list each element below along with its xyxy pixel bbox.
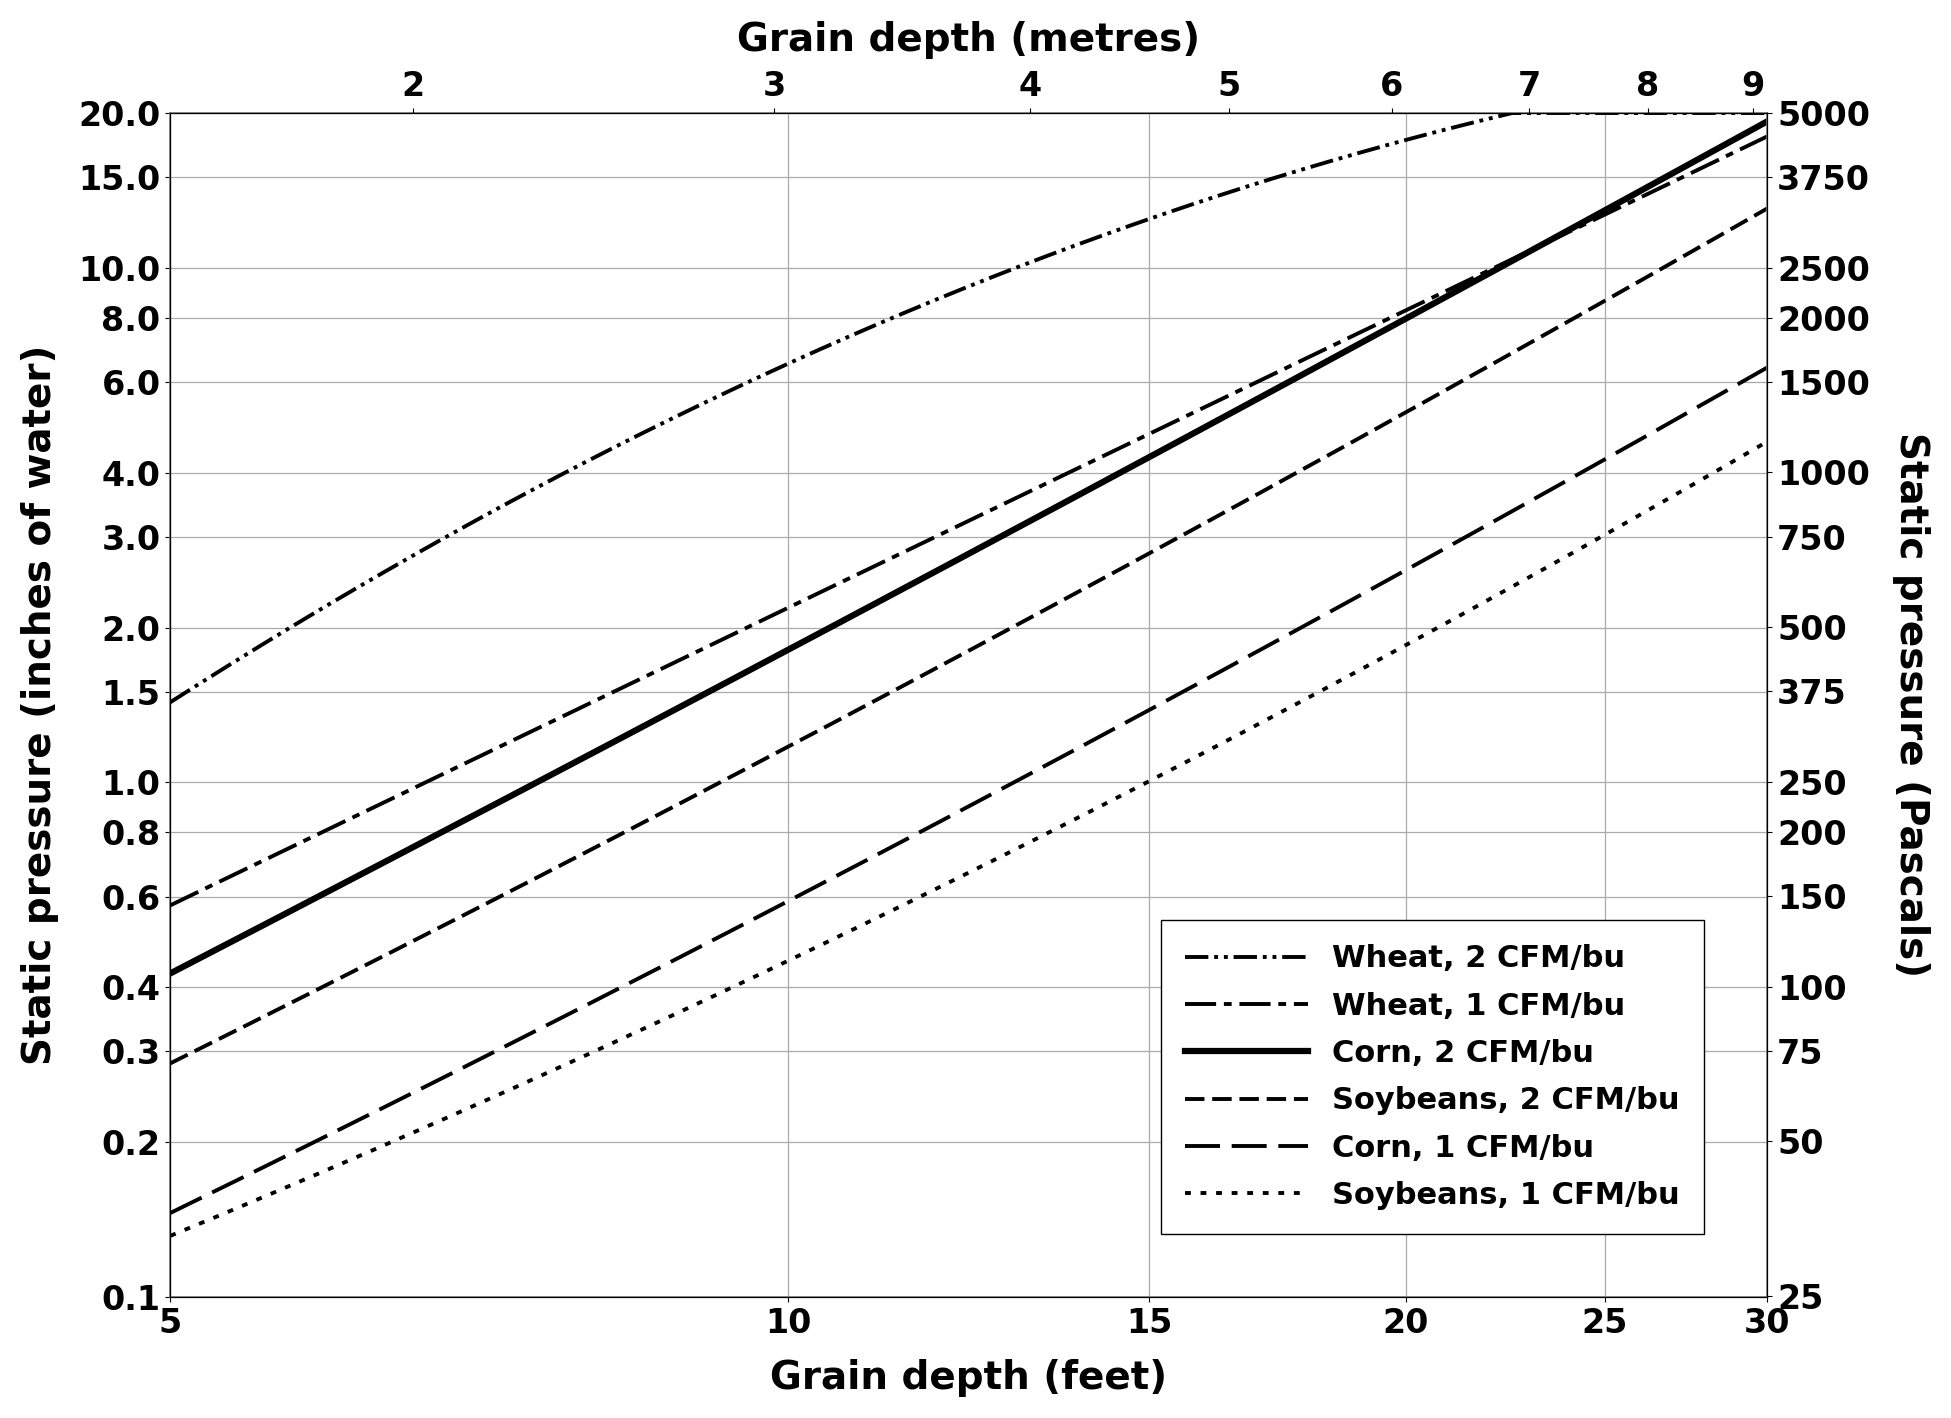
X-axis label: Grain depth (metres): Grain depth (metres) <box>737 21 1200 58</box>
X-axis label: Grain depth (feet): Grain depth (feet) <box>771 1360 1167 1397</box>
Legend: Wheat, 2 CFM/bu, Wheat, 1 CFM/bu, Corn, 2 CFM/bu, Soybeans, 2 CFM/bu, Corn, 1 CF: Wheat, 2 CFM/bu, Wheat, 1 CFM/bu, Corn, … <box>1161 920 1703 1234</box>
Y-axis label: Static pressure (inches of water): Static pressure (inches of water) <box>21 345 59 1065</box>
Y-axis label: Static pressure (Pascals): Static pressure (Pascals) <box>1892 432 1930 977</box>
